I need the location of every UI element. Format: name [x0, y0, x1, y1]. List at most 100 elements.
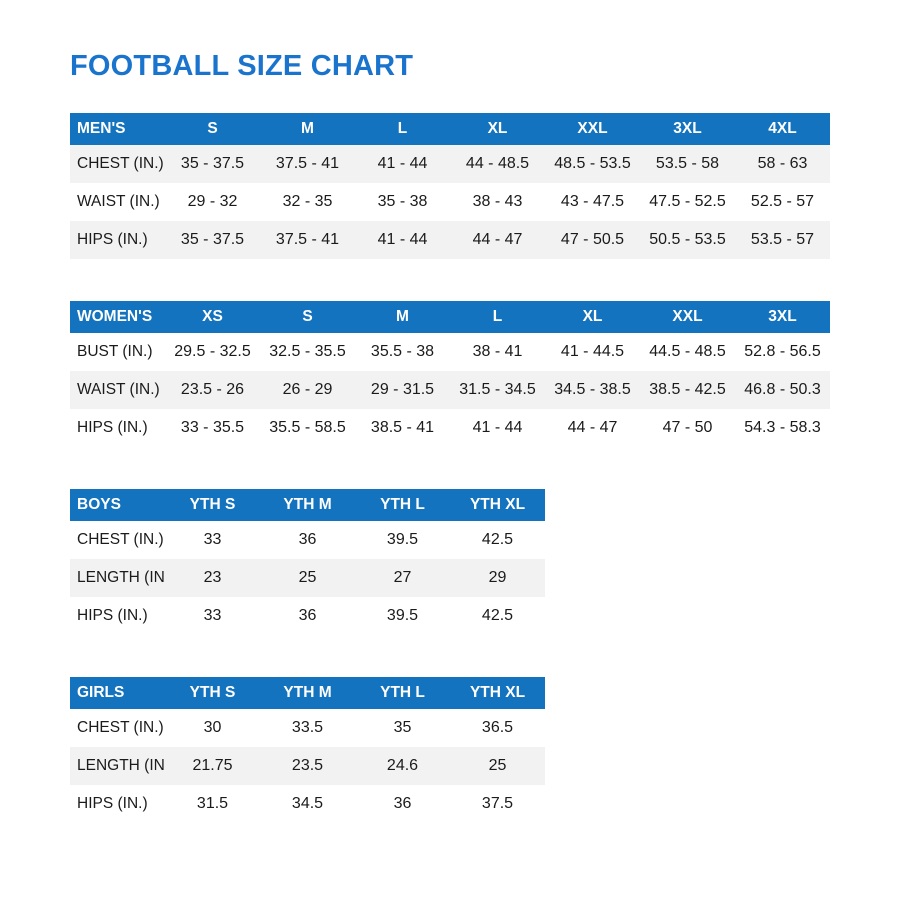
size-tables: MEN'S S M L XL XXL 3XL 4XL CHEST (IN.) 35 - 37.5 3… — [70, 113, 830, 823]
boys-size-table: BOYS YTH S YTH M YTH L YTH XL CHEST (IN.) 33 36… — [70, 489, 545, 635]
measurement-label: WAIST (IN.) — [70, 371, 165, 409]
measurement-value: 50.5 - 53.5 — [640, 221, 735, 259]
measurement-value: 36 — [260, 597, 355, 635]
measurement-value: 36 — [355, 785, 450, 823]
measurement-label: CHEST (IN.) — [70, 709, 165, 747]
measurement-value: 34.5 — [260, 785, 355, 823]
mens-size-column-header: XXL — [545, 113, 640, 145]
measurement-value: 21.75 — [165, 747, 260, 785]
mens-size-table: MEN'S S M L XL XXL 3XL 4XL CHEST (IN.) 35 - 37.5 3… — [70, 113, 830, 259]
measurement-value: 41 - 44 — [450, 409, 545, 447]
measurement-value: 42.5 — [450, 521, 545, 559]
boys-header-row: BOYS YTH S YTH M YTH L YTH XL — [70, 489, 545, 521]
measurement-value: 39.5 — [355, 521, 450, 559]
table-row: LENGTH (IN.) 21.75 23.5 24.6 25 — [70, 747, 545, 785]
measurement-label: HIPS (IN.) — [70, 597, 165, 635]
womens-size-column-header: XL — [545, 301, 640, 333]
measurement-label: BUST (IN.) — [70, 333, 165, 371]
measurement-value: 37.5 - 41 — [260, 221, 355, 259]
measurement-value: 41 - 44 — [355, 221, 450, 259]
measurement-label: HIPS (IN.) — [70, 221, 165, 259]
table-row: HIPS (IN.) 33 36 39.5 42.5 — [70, 597, 545, 635]
mens-size-column-header: 3XL — [640, 113, 735, 145]
measurement-label: HIPS (IN.) — [70, 785, 165, 823]
measurement-value: 39.5 — [355, 597, 450, 635]
measurement-value: 47 - 50 — [640, 409, 735, 447]
measurement-value: 35 — [355, 709, 450, 747]
measurement-label: CHEST (IN.) — [70, 145, 165, 183]
measurement-value: 33 - 35.5 — [165, 409, 260, 447]
measurement-value: 43 - 47.5 — [545, 183, 640, 221]
mens-header-row: MEN'S S M L XL XXL 3XL 4XL — [70, 113, 830, 145]
measurement-value: 37.5 — [450, 785, 545, 823]
table-row: CHEST (IN.) 30 33.5 35 36.5 — [70, 709, 545, 747]
measurement-value: 33 — [165, 597, 260, 635]
girls-size-column-header: YTH S — [165, 677, 260, 709]
mens-size-column-header: XL — [450, 113, 545, 145]
measurement-label: HIPS (IN.) — [70, 409, 165, 447]
measurement-value: 30 — [165, 709, 260, 747]
mens-size-column-header: L — [355, 113, 450, 145]
table-row: HIPS (IN.) 33 - 35.5 35.5 - 58.5 38.5 - 41 4… — [70, 409, 830, 447]
measurement-value: 36 — [260, 521, 355, 559]
measurement-value: 23.5 - 26 — [165, 371, 260, 409]
measurement-value: 54.3 - 58.3 — [735, 409, 830, 447]
measurement-value: 41 - 44 — [355, 145, 450, 183]
table-row: BUST (IN.) 29.5 - 32.5 32.5 - 35.5 35.5 - 3… — [70, 333, 830, 371]
measurement-value: 32 - 35 — [260, 183, 355, 221]
page-title: FOOTBALL SIZE CHART — [70, 50, 414, 82]
measurement-value: 31.5 — [165, 785, 260, 823]
measurement-value: 31.5 - 34.5 — [450, 371, 545, 409]
measurement-value: 25 — [450, 747, 545, 785]
measurement-value: 38.5 - 41 — [355, 409, 450, 447]
measurement-value: 47 - 50.5 — [545, 221, 640, 259]
table-row: HIPS (IN.) 31.5 34.5 36 37.5 — [70, 785, 545, 823]
measurement-value: 25 — [260, 559, 355, 597]
measurement-value: 35 - 37.5 — [165, 221, 260, 259]
womens-size-column-header: M — [355, 301, 450, 333]
table-row: WAIST (IN.) 23.5 - 26 26 - 29 29 - 31.5 31.5… — [70, 371, 830, 409]
womens-size-column-header: XS — [165, 301, 260, 333]
measurement-value: 23.5 — [260, 747, 355, 785]
boys-size-column-header: YTH XL — [450, 489, 545, 521]
mens-size-column-header: 4XL — [735, 113, 830, 145]
measurement-value: 29 — [450, 559, 545, 597]
measurement-value: 44 - 47 — [450, 221, 545, 259]
table-row: WAIST (IN.) 29 - 32 32 - 35 35 - 38 38 - 43 4… — [70, 183, 830, 221]
mens-size-column-header: S — [165, 113, 260, 145]
measurement-value: 47.5 - 52.5 — [640, 183, 735, 221]
measurement-value: 26 - 29 — [260, 371, 355, 409]
measurement-value: 35 - 37.5 — [165, 145, 260, 183]
table-row: CHEST (IN.) 33 36 39.5 42.5 — [70, 521, 545, 559]
womens-size-column-header: S — [260, 301, 355, 333]
measurement-value: 33.5 — [260, 709, 355, 747]
measurement-label: LENGTH (IN.) — [70, 559, 165, 597]
measurement-label: CHEST (IN.) — [70, 521, 165, 559]
boys-size-column-header: YTH L — [355, 489, 450, 521]
girls-size-column-header: YTH XL — [450, 677, 545, 709]
measurement-value: 41 - 44.5 — [545, 333, 640, 371]
measurement-value: 29 - 31.5 — [355, 371, 450, 409]
measurement-value: 53.5 - 58 — [640, 145, 735, 183]
measurement-value: 42.5 — [450, 597, 545, 635]
measurement-value: 36.5 — [450, 709, 545, 747]
measurement-value: 44.5 - 48.5 — [640, 333, 735, 371]
measurement-value: 29.5 - 32.5 — [165, 333, 260, 371]
measurement-value: 23 — [165, 559, 260, 597]
womens-header-row: WOMEN'S XS S M L XL XXL 3XL — [70, 301, 830, 333]
measurement-value: 37.5 - 41 — [260, 145, 355, 183]
measurement-value: 38.5 - 42.5 — [640, 371, 735, 409]
boys-size-column-header: YTH S — [165, 489, 260, 521]
measurement-value: 33 — [165, 521, 260, 559]
mens-size-column-header: M — [260, 113, 355, 145]
measurement-value: 44 - 48.5 — [450, 145, 545, 183]
girls-header-row: GIRLS YTH S YTH M YTH L YTH XL — [70, 677, 545, 709]
girls-size-table: GIRLS YTH S YTH M YTH L YTH XL CHEST (IN.) 30 3… — [70, 677, 545, 823]
measurement-value: 35 - 38 — [355, 183, 450, 221]
mens-table-title: MEN'S — [70, 113, 165, 145]
womens-table-title: WOMEN'S — [70, 301, 165, 333]
measurement-value: 48.5 - 53.5 — [545, 145, 640, 183]
measurement-value: 46.8 - 50.3 — [735, 371, 830, 409]
measurement-value: 52.5 - 57 — [735, 183, 830, 221]
